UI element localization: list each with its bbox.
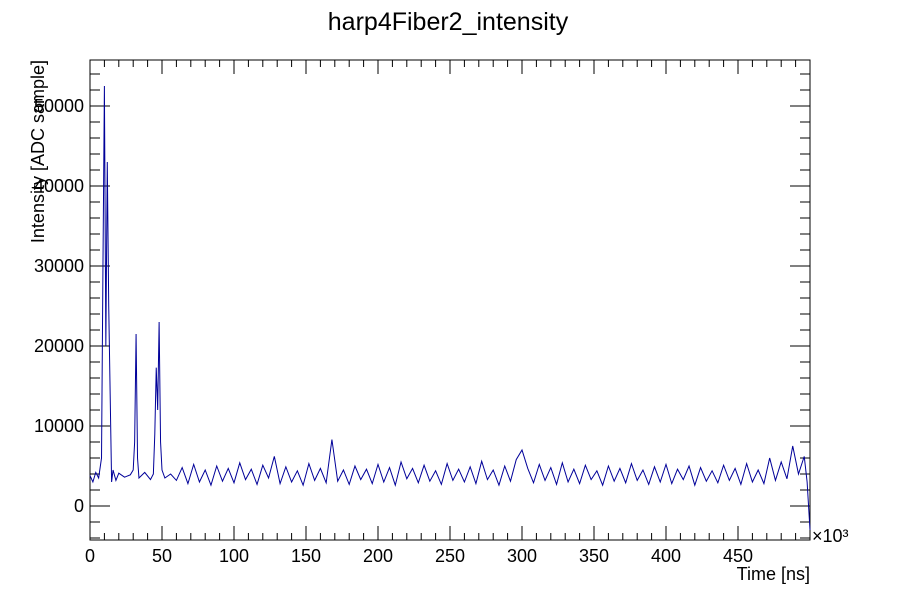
x-tick-label: 0 xyxy=(85,546,95,566)
x-tick-label: 100 xyxy=(219,546,249,566)
y-tick-label: 30000 xyxy=(34,256,84,276)
y-tick-label: 50000 xyxy=(34,96,84,116)
x-tick-label: 450 xyxy=(723,546,753,566)
x-tick-label: 250 xyxy=(435,546,465,566)
x-tick-label: 50 xyxy=(152,546,172,566)
y-tick-label: 20000 xyxy=(34,336,84,356)
y-tick-label: 40000 xyxy=(34,176,84,196)
x-tick-label: 200 xyxy=(363,546,393,566)
x-exponent: ×10³ xyxy=(812,526,849,546)
y-tick-label: 10000 xyxy=(34,416,84,436)
chart-title: harp4Fiber2_intensity xyxy=(328,8,569,36)
x-tick-label: 150 xyxy=(291,546,321,566)
y-tick-label: 0 xyxy=(74,496,84,516)
y-axis-title: Intensity [ADC sample] xyxy=(28,60,48,243)
x-axis-title: Time [ns] xyxy=(737,564,810,584)
data-line xyxy=(89,85,811,531)
x-tick-label: 400 xyxy=(651,546,681,566)
x-tick-label: 350 xyxy=(579,546,609,566)
x-tick-label: 300 xyxy=(507,546,537,566)
